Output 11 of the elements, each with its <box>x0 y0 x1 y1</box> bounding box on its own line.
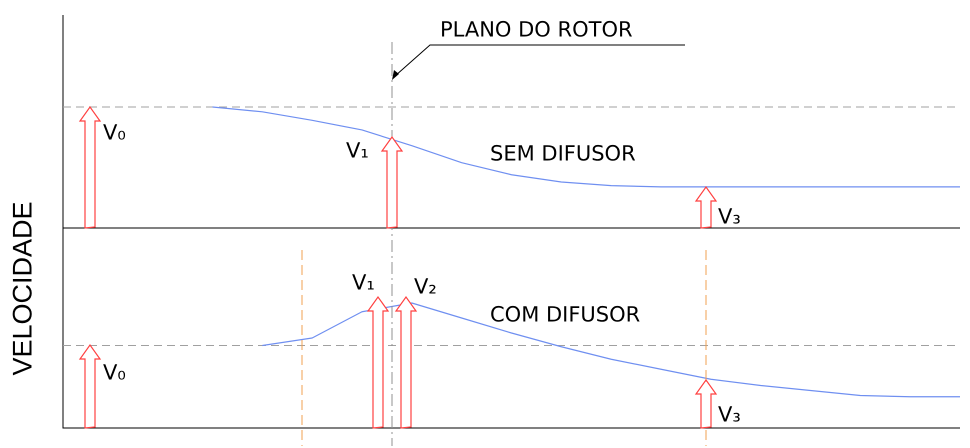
text: PLANO DO ROTOR <box>440 17 633 42</box>
annotation: V₁ <box>346 138 369 162</box>
text: V₂ <box>414 274 437 298</box>
annotation: SEM DIFUSOR <box>490 141 636 166</box>
y-axis-title: VELOCIDADE <box>8 201 38 376</box>
annotation: V₃ <box>718 204 741 228</box>
annotation: V₃ <box>718 402 741 426</box>
text: V₁ <box>352 270 375 294</box>
annotation: V₀ <box>103 120 126 144</box>
annotation: V₀ <box>103 360 126 384</box>
annotation: COM DIFUSOR <box>490 302 640 326</box>
